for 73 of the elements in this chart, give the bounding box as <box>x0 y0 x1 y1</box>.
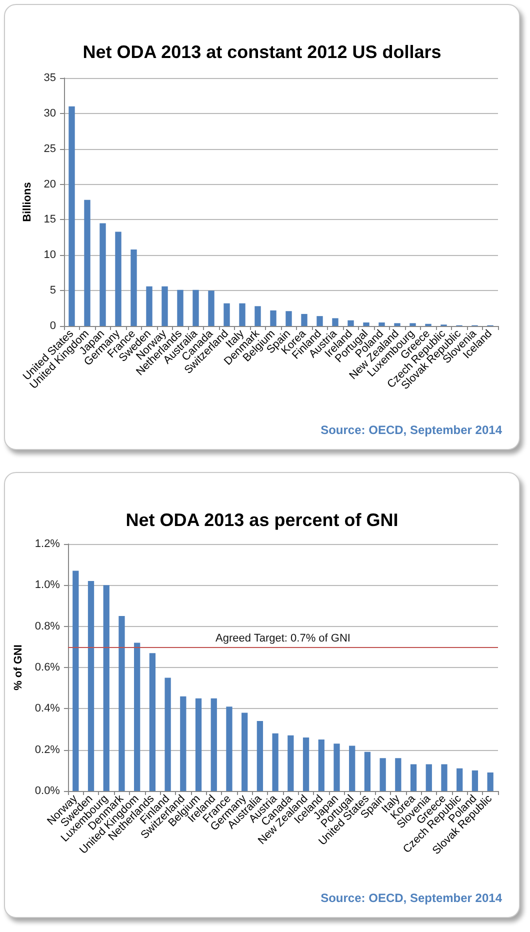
bar <box>270 310 276 326</box>
source-note: Source: OECD, September 2014 <box>320 891 502 905</box>
y-tick-label: 10 <box>44 249 56 262</box>
bar <box>164 678 171 791</box>
bar <box>334 744 340 791</box>
bar <box>302 737 310 791</box>
chart-title: Net ODA 2013 at constant 2012 US dollars <box>82 42 442 62</box>
bar <box>364 752 371 791</box>
bar <box>130 249 137 326</box>
y-tick-label: 35 <box>44 72 56 84</box>
y-tick-label: 25 <box>44 142 56 155</box>
y-tick-label: 20 <box>44 178 56 190</box>
bar <box>118 616 125 791</box>
bar <box>410 764 417 791</box>
y-tick-label: 30 <box>44 107 56 120</box>
bar <box>242 712 248 791</box>
bar <box>84 200 90 326</box>
bar <box>272 733 278 791</box>
y-tick-label: 0 <box>50 320 56 332</box>
bar <box>72 570 79 791</box>
bar <box>286 311 292 326</box>
bar <box>180 696 186 791</box>
bar <box>395 758 402 791</box>
bar <box>426 764 432 791</box>
bar <box>380 758 386 791</box>
bar <box>210 698 217 791</box>
bar <box>472 770 478 791</box>
bar <box>115 232 122 326</box>
bar <box>208 290 214 326</box>
bar <box>394 323 400 326</box>
y-tick-label: 1.2% <box>34 538 60 550</box>
ref-line-label: Agreed Target: 0.7% of GNI <box>216 632 350 644</box>
bar <box>363 322 370 326</box>
bar <box>103 585 110 791</box>
source-note: Source: OECD, September 2014 <box>320 423 502 437</box>
bar <box>192 290 199 326</box>
bar <box>195 698 202 791</box>
y-tick-label: 0.0% <box>34 785 60 797</box>
bar <box>226 706 232 791</box>
bar <box>149 653 156 791</box>
bar <box>349 746 356 791</box>
bar <box>441 764 448 791</box>
bar <box>410 323 416 326</box>
y-tick-label: 15 <box>44 214 56 226</box>
bar <box>146 286 152 326</box>
bar <box>301 314 308 326</box>
bar <box>456 768 463 791</box>
bar <box>162 286 168 326</box>
bar <box>177 290 184 326</box>
y-tick-label: 0.2% <box>34 744 60 756</box>
bar <box>316 316 323 326</box>
bar <box>288 735 294 791</box>
bar <box>256 721 264 791</box>
y-axis-title: Billions <box>21 182 34 222</box>
bar <box>254 306 261 326</box>
bar <box>239 303 246 326</box>
bar <box>134 642 140 791</box>
chart-title: Net ODA 2013 as percent of GNI <box>126 510 398 530</box>
y-tick-label: 0.8% <box>34 620 60 632</box>
bar <box>487 772 494 791</box>
bar <box>68 106 75 326</box>
bar <box>378 322 385 326</box>
bar <box>332 318 338 326</box>
bar <box>224 303 230 326</box>
bar <box>88 581 94 791</box>
y-axis-title: % of GNI <box>12 644 24 690</box>
y-tick-label: 5 <box>50 284 56 297</box>
bar <box>100 223 106 326</box>
y-tick-label: 1.0% <box>34 579 60 592</box>
bar <box>318 740 324 791</box>
bar <box>348 320 354 326</box>
y-tick-label: 0.4% <box>34 702 60 715</box>
y-tick-label: 0.6% <box>34 662 60 674</box>
